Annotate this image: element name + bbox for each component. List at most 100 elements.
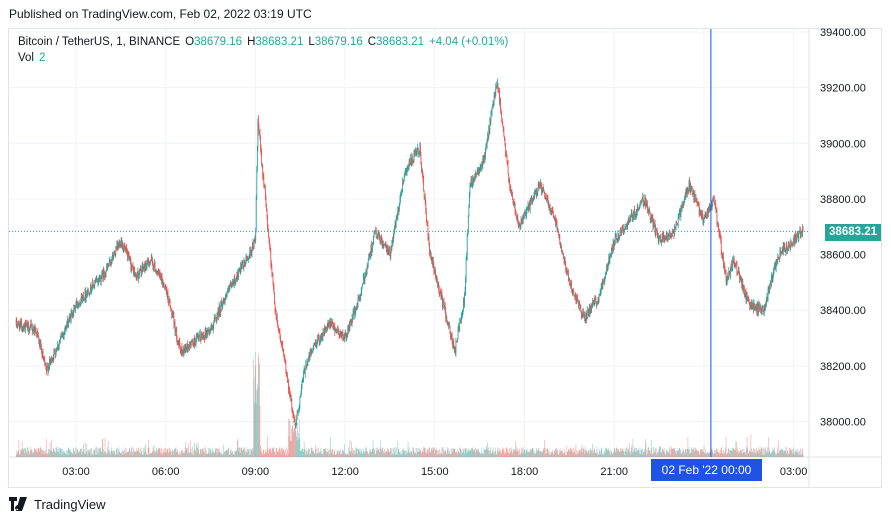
volume-bar [47,452,49,457]
volume-bar [202,449,203,457]
volume-bar [141,454,143,457]
volume-bar [781,450,782,457]
candle-body [544,193,546,199]
candle-body [587,310,589,315]
volume-bar [725,436,727,457]
volume-bar [594,452,596,457]
candle-body [242,268,244,269]
candle-body [471,179,472,186]
volume-bar [409,453,411,457]
candle-body [137,271,139,279]
volume-bar [552,452,554,457]
candle-body [143,264,145,268]
volume-bar [647,447,649,457]
candle-body [175,329,176,333]
volume-bar [672,448,674,457]
volume-bar [488,447,490,457]
candle-body [182,349,184,351]
volume-label[interactable]: Vol [18,52,34,64]
volume-bar [456,451,457,457]
volume-bar [755,453,757,457]
footer-brand[interactable]: TradingView [9,494,106,514]
volume-bar [735,441,737,457]
candle-body [591,306,593,308]
volume-bar [754,448,755,457]
volume-bar [480,454,482,457]
volume-bar [693,451,695,457]
volume-bar [291,428,293,457]
candle-body [173,314,174,317]
volume-bar [127,452,128,457]
candle-body [245,256,247,263]
candle-body [432,261,434,264]
volume-bar [653,452,655,457]
candle-body [784,249,786,252]
volume-bar [406,451,407,457]
volume-bar [235,451,237,457]
candle-body [106,266,107,271]
volume-bar [691,447,693,457]
volume-bar [249,454,251,457]
volume-bar [749,451,751,457]
candle-body [91,287,93,291]
volume-bar [634,452,636,457]
chart-frame[interactable] [8,28,882,488]
candle-body [266,208,268,218]
candle-body [187,343,188,350]
candle-body [269,242,271,247]
last-price-tag: 38683.21 [825,224,881,241]
candle-body [47,367,49,372]
volume-bar [359,451,360,457]
volume-bar [670,454,672,457]
volume-bar [309,448,310,457]
candle-body [553,216,555,219]
volume-bar [702,448,703,457]
candle-body [326,327,328,329]
volume-bar [353,449,355,457]
volume-bar [159,449,161,457]
candle-body [66,324,68,327]
volume-bar [769,453,771,457]
candle-body [94,280,96,285]
candle-body [308,357,309,362]
candle-body [75,304,77,306]
candle-body [167,292,169,303]
symbol-label[interactable]: Bitcoin / TetherUS, 1, BINANCE [18,36,181,48]
volume-bar [212,453,214,457]
volume-bar [62,448,63,457]
candle-body [434,271,435,273]
volume-bar [468,451,470,457]
volume-bar [743,449,745,457]
volume-bar [576,454,577,457]
volume-bar [70,452,72,457]
volume-bar [356,447,358,457]
volume-bar [753,454,755,457]
candle-body [761,311,762,314]
candle-body [192,339,194,346]
volume-bar [528,451,530,457]
candle-body [494,94,496,96]
volume-bar [768,437,769,457]
volume-bar [604,451,605,457]
volume-bar [363,448,365,457]
volume-bar [723,453,725,457]
candle-body [398,209,400,212]
volume-bar [431,447,433,457]
candle-body [596,303,598,305]
candle-body [203,335,204,339]
volume-bar [581,444,583,457]
volume-bar [514,449,515,457]
volume-bar [270,447,272,457]
volume-bar [240,447,242,457]
candle-body [413,153,415,162]
candle-body [551,207,553,211]
candle-body [660,241,662,243]
volume-bar [63,451,64,457]
candle-body [208,330,210,334]
volume-bar [495,451,497,457]
candle-body [749,305,751,307]
volume-bar [393,447,395,457]
volume-bar [73,450,75,457]
candle-body [625,224,627,228]
